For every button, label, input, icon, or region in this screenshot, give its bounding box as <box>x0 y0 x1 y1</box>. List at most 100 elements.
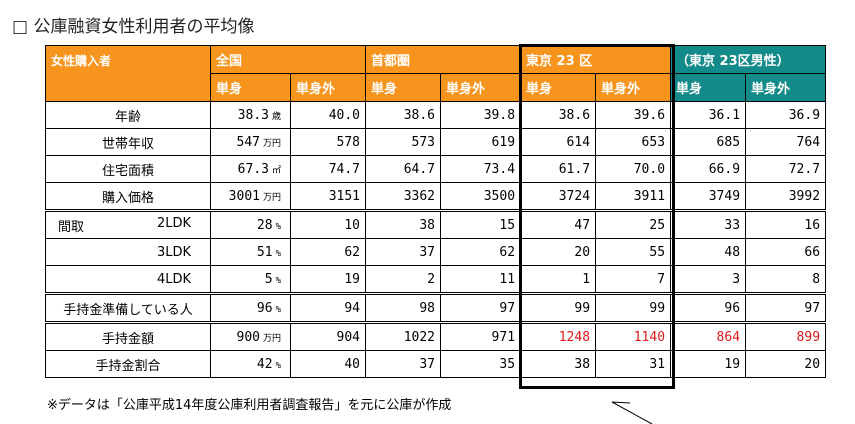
subheader: 単身 <box>365 73 442 102</box>
cell-unit: % <box>275 275 281 286</box>
cell-value: 38.3 <box>237 107 269 123</box>
subheader: 単身外 <box>595 73 672 102</box>
row-label: 購入価格 <box>45 182 211 212</box>
cell: 971 <box>440 322 522 351</box>
cell: 15 <box>440 210 522 239</box>
cell: 3992 <box>745 182 827 212</box>
cell: 38 <box>520 350 597 378</box>
cell: 3151 <box>289 182 367 212</box>
row-label: 世帯年収 <box>45 128 211 156</box>
cell-unit: 万円 <box>262 138 281 149</box>
group-header: 全国 <box>209 45 367 74</box>
cell: 3362 <box>365 182 442 212</box>
cell: 28% <box>210 210 291 239</box>
table-body: 年齢 38.3 歳 40.0 38.6 39.8 38.6 39.6 36.1 36.9 世帯年収 5… <box>45 101 827 378</box>
cell: 25 <box>595 210 672 239</box>
cell-unit: % <box>275 304 281 315</box>
cell: 19 <box>289 265 367 295</box>
cell: 3500 <box>440 182 522 212</box>
cell: 66 <box>745 238 827 266</box>
group-header: 東京 23 区 <box>520 45 672 74</box>
cell: 61.7 <box>520 155 597 183</box>
cell: 73.4 <box>440 155 522 183</box>
subheader: 単身外 <box>745 73 827 102</box>
row-label: 手持金準備している人 <box>45 293 211 324</box>
cell: 99 <box>595 293 672 324</box>
cell: 66.9 <box>670 155 747 183</box>
cell: 35 <box>440 350 522 378</box>
cell: 3001 万円 <box>210 182 291 212</box>
group-header: 首都圏 <box>365 45 522 74</box>
header-row: 女性購入者 全国 首都圏 東京 23 区（東京 23区男性） <box>45 45 827 102</box>
cell: 2 <box>365 265 442 295</box>
cell: 3 <box>670 265 747 295</box>
group-header: （東京 23区男性） <box>670 45 827 74</box>
cell: 685 <box>670 128 747 156</box>
cell: 96 <box>670 293 747 324</box>
cell: 899 <box>745 322 827 351</box>
cell: 3749 <box>670 182 747 212</box>
table-row: 購入価格 3001 万円 3151 3362 3500 3724 3911 3749 3992 <box>45 182 827 212</box>
table-row: 住宅面積 67.3 ㎡ 74.7 64.7 73.4 61.7 70.0 66.9 72.7 <box>45 155 827 183</box>
table-row: 手持金準備している人 96% 94 98 97 99 99 96 97 <box>45 293 827 324</box>
cell: 653 <box>595 128 672 156</box>
row-label: 間取 2LDK <box>45 210 211 239</box>
cell: 94 <box>289 293 367 324</box>
cell-value: 3001 <box>228 188 260 204</box>
cell: 5% <box>210 265 291 295</box>
title: □ 公庫融資女性利用者の平均像 <box>12 17 255 37</box>
table-row: 手持金額 900 万円 904 1022 971 1248 1140 864 899 <box>45 322 827 351</box>
cell: 19 <box>670 350 747 378</box>
cell-value: 51 <box>256 244 273 260</box>
cell-unit: 万円 <box>262 333 281 344</box>
cell: 37 <box>365 350 442 378</box>
row-label: 手持金額 <box>45 322 211 351</box>
cell: 38 <box>365 210 442 239</box>
cell-value: 28 <box>256 217 273 233</box>
row-group-label: 間取 <box>58 219 85 235</box>
table-head: 女性購入者 全国 首都圏 東京 23 区（東京 23区男性） 単身 単身外 単身 単身外 単身単… <box>45 45 827 102</box>
subheader: 単身外 <box>289 73 367 102</box>
row-label-text: 4LDK <box>156 271 191 287</box>
cell: 72.7 <box>745 155 827 183</box>
cell: 97 <box>745 293 827 324</box>
cell: 37 <box>365 238 442 266</box>
cell: 62 <box>289 238 367 266</box>
table-row: 4LDK 5% 19 2 11 1 7 3 8 <box>45 265 827 295</box>
cell-unit: % <box>275 248 281 259</box>
note: ※データは「公庫平成14年度公庫利用者調査報告」を元に公庫が作成 <box>47 398 452 413</box>
cell-value: 5 <box>264 271 273 287</box>
cell-value: 67.3 <box>237 161 269 177</box>
cell-unit: 万円 <box>262 192 281 203</box>
cell: 64.7 <box>365 155 442 183</box>
cell: 47 <box>520 210 597 239</box>
cell-unit: % <box>275 221 281 232</box>
cell: 98 <box>365 293 442 324</box>
row-label: 4LDK <box>45 265 211 295</box>
row-label: 手持金割合 <box>45 350 211 378</box>
cell-unit: % <box>275 360 281 371</box>
table-row: 世帯年収 547 万円 578 573 619 614 653 685 764 <box>45 128 827 156</box>
cell: 36.9 <box>745 101 827 129</box>
cell: 10 <box>289 210 367 239</box>
cell: 97 <box>440 293 522 324</box>
cell-value: 96 <box>256 300 273 316</box>
row-label-text: 2LDK <box>156 215 191 231</box>
subheader: 単身外 <box>440 73 522 102</box>
cell-value: 547 <box>236 134 260 150</box>
cell: 40 <box>289 350 367 378</box>
cell: 900 万円 <box>210 322 291 351</box>
cell: 39.6 <box>595 101 672 129</box>
cell: 11 <box>440 265 522 295</box>
cell: 20 <box>745 350 827 378</box>
cell-unit: 歳 <box>271 111 281 122</box>
cell: 904 <box>289 322 367 351</box>
table: 女性購入者 全国 首都圏 東京 23 区（東京 23区男性） 単身 単身外 単身 単身外 単身単… <box>45 45 827 378</box>
cell: 547 万円 <box>210 128 291 156</box>
cell: 38.3 歳 <box>210 101 291 129</box>
cell-value: 900 <box>236 329 260 345</box>
cell: 38.6 <box>520 101 597 129</box>
cell-unit: ㎡ <box>271 165 281 176</box>
